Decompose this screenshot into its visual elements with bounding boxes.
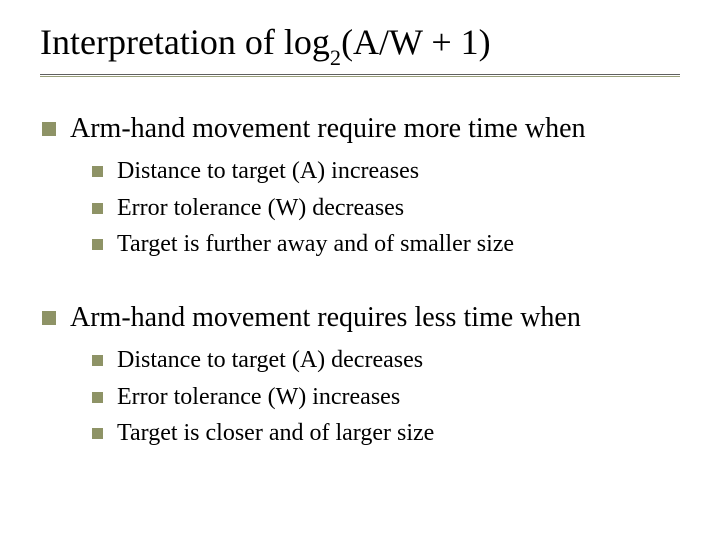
section-gap (40, 266, 680, 300)
list-item-text: Error tolerance (W) increases (117, 382, 400, 413)
square-bullet-icon (92, 166, 103, 177)
bullet-level1: Arm-hand movement require more time when (42, 111, 680, 146)
underline-bottom (40, 76, 680, 77)
bullet-level2: Distance to target (A) decreases (92, 345, 680, 376)
square-bullet-icon (92, 428, 103, 439)
list-item-text: Target is further away and of smaller si… (117, 229, 514, 260)
underline-top (40, 74, 680, 75)
bullet-level2: Error tolerance (W) decreases (92, 193, 680, 224)
title-post: (A/W + 1) (341, 22, 491, 62)
square-bullet-icon (92, 392, 103, 403)
slide: Interpretation of log2(A/W + 1) Arm-hand… (0, 0, 720, 540)
title-underline (40, 74, 680, 77)
square-bullet-icon (42, 311, 56, 325)
list-item-text: Distance to target (A) decreases (117, 345, 423, 376)
title-pre: Interpretation of log (40, 22, 330, 62)
square-bullet-icon (92, 203, 103, 214)
slide-title: Interpretation of log2(A/W + 1) (40, 22, 680, 68)
title-subscript: 2 (330, 45, 341, 70)
list-item-text: Error tolerance (W) decreases (117, 193, 404, 224)
list-item-text: Distance to target (A) increases (117, 156, 419, 187)
bullet-level2: Target is further away and of smaller si… (92, 229, 680, 260)
bullet-level2: Target is closer and of larger size (92, 418, 680, 449)
section-heading: Arm-hand movement requires less time whe… (70, 300, 581, 335)
bullet-level1: Arm-hand movement requires less time whe… (42, 300, 680, 335)
section-heading: Arm-hand movement require more time when (70, 111, 586, 146)
list-item-text: Target is closer and of larger size (117, 418, 434, 449)
bullet-level2: Error tolerance (W) increases (92, 382, 680, 413)
bullet-level2: Distance to target (A) increases (92, 156, 680, 187)
square-bullet-icon (92, 355, 103, 366)
square-bullet-icon (42, 122, 56, 136)
square-bullet-icon (92, 239, 103, 250)
